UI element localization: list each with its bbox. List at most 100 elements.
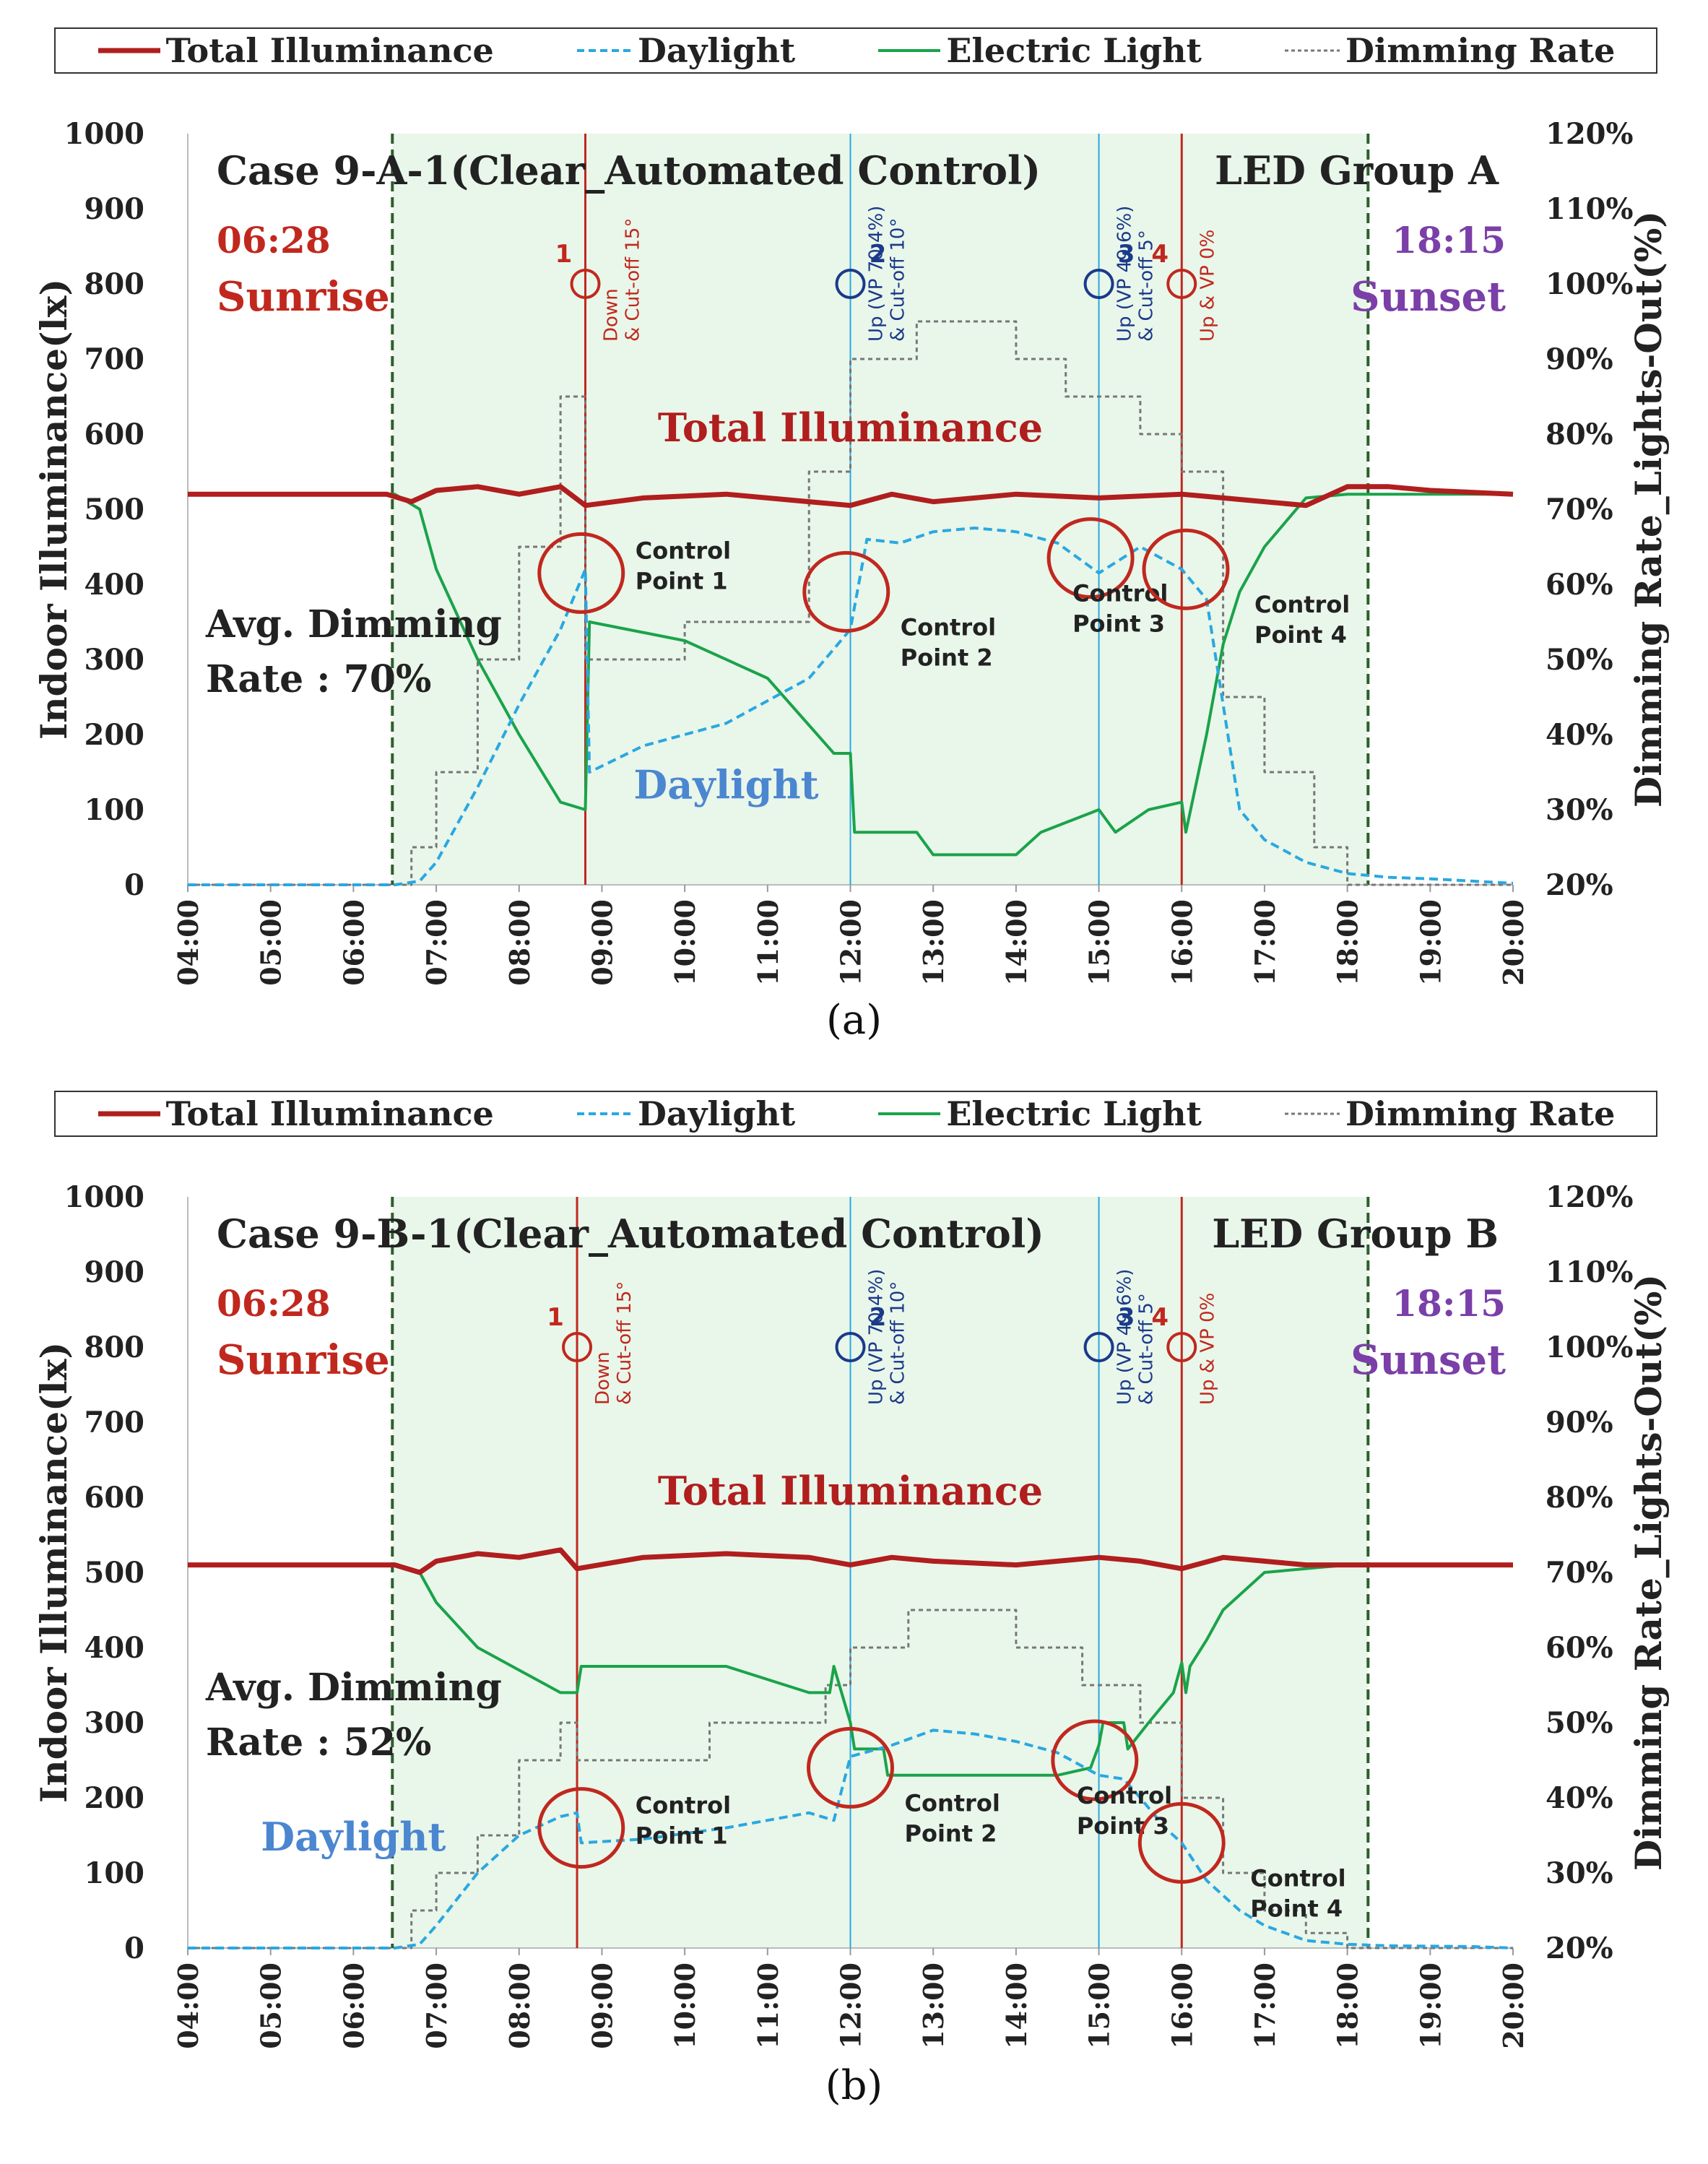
control-point-circle-2 xyxy=(807,1726,894,1809)
x-tick-label: 19:00 xyxy=(1414,899,1447,986)
marker-number-4: 4 xyxy=(1151,1303,1169,1332)
chart-a: 0100200300400500600700800900100020%30%40… xyxy=(32,117,1670,986)
marker-text-4: Up & VP 0% xyxy=(1197,1293,1218,1405)
x-tick-label: 14:00 xyxy=(1000,1962,1033,2049)
y2-tick-label: 20% xyxy=(1546,868,1613,902)
legend-total-label: Total Illuminance xyxy=(165,31,494,70)
y2-tick-label: 70% xyxy=(1546,1556,1613,1590)
marker-text-2: & Cut-off 10° xyxy=(888,218,909,342)
legend-dimming-label: Dimming Rate xyxy=(1345,31,1616,70)
legend-daylight: Daylight xyxy=(576,1094,795,1133)
x-tick-label: 19:00 xyxy=(1414,1962,1447,2049)
x-tick-label: 17:00 xyxy=(1249,1962,1281,2049)
y2-tick-label: 40% xyxy=(1546,1781,1613,1815)
marker-text-1: Down xyxy=(601,288,623,342)
y-tick-label: 200 xyxy=(84,718,145,752)
legend-dimming: Dimming Rate xyxy=(1283,1094,1615,1133)
control-point-label-1: Control xyxy=(636,537,731,564)
y2-tick-label: 70% xyxy=(1546,493,1613,527)
marker-circle-3 xyxy=(1083,1332,1114,1362)
y2-tick-label: 110% xyxy=(1546,1255,1634,1289)
y2-tick-label: 50% xyxy=(1546,1706,1613,1740)
control-point-label-2: Point 2 xyxy=(905,1819,997,1847)
chart-title: Case 9-B-1(Clear_Automated Control) xyxy=(217,1211,1044,1257)
y-tick-label: 1000 xyxy=(64,117,144,151)
y2-tick-label: 120% xyxy=(1546,117,1634,151)
control-point-label-2: Control xyxy=(901,613,996,641)
y2-axis-title: Dimming Rate_Lights-Out(%) xyxy=(1627,1274,1670,1871)
x-tick-label: 13:00 xyxy=(917,1962,950,2049)
legend-daylight-label: Daylight xyxy=(637,31,796,70)
y-tick-label: 1000 xyxy=(64,1180,144,1214)
x-tick-label: 07:00 xyxy=(420,899,453,986)
x-tick-label: 08:00 xyxy=(503,899,536,986)
control-point-label-1: Point 1 xyxy=(636,1822,728,1850)
x-tick-label: 09:00 xyxy=(586,899,618,986)
legend-dimming-swatch xyxy=(1284,1112,1340,1115)
marker-number-2: 2 xyxy=(870,240,887,269)
marker-number-2: 2 xyxy=(870,1303,887,1332)
control-point-circle-1 xyxy=(537,532,625,614)
y2-tick-label: 30% xyxy=(1546,793,1613,827)
marker-text-3: & Cut-off 5° xyxy=(1136,230,1158,342)
caption-a: (a) xyxy=(825,997,883,1044)
marker-number-1: 1 xyxy=(547,1303,564,1332)
y-tick-label: 800 xyxy=(84,267,145,301)
avg-dimming-line2: Rate : 70% xyxy=(206,657,431,701)
control-point-label-3: Point 3 xyxy=(1077,1812,1169,1840)
x-tick-label: 16:00 xyxy=(1166,1962,1198,2049)
total-illuminance-label: Total Illuminance xyxy=(658,1468,1043,1514)
x-tick-label: 10:00 xyxy=(669,1962,701,2049)
marker-circle-4 xyxy=(1166,1332,1197,1362)
control-point-label-4: Point 4 xyxy=(1254,621,1347,649)
daylight-label: Daylight xyxy=(633,761,818,808)
legend-dimming: Dimming Rate xyxy=(1283,31,1615,70)
y-tick-label: 0 xyxy=(124,868,144,902)
sunset-label: Sunset xyxy=(1351,273,1506,321)
caption-b: (b) xyxy=(825,2062,883,2109)
control-point-label-3: Control xyxy=(1077,1782,1172,1809)
x-tick-label: 15:00 xyxy=(1083,1962,1116,2049)
x-tick-label: 04:00 xyxy=(172,1962,204,2049)
y-tick-label: 800 xyxy=(84,1330,145,1364)
marker-number-4: 4 xyxy=(1151,240,1169,269)
total-illuminance-label: Total Illuminance xyxy=(658,404,1043,451)
avg-dimming-line1: Avg. Dimming xyxy=(205,602,502,646)
series-electric-light xyxy=(188,1563,1513,1777)
x-tick-label: 18:00 xyxy=(1332,899,1364,986)
marker-text-3: & Cut-off 5° xyxy=(1136,1293,1158,1405)
series-dimming-rate xyxy=(188,1609,1513,1949)
x-tick-label: 06:00 xyxy=(337,1962,370,2049)
legend-total: Total Illuminance xyxy=(97,1094,494,1133)
legend-dimming-label: Dimming Rate xyxy=(1345,1094,1616,1133)
sunset-time: 18:15 xyxy=(1392,219,1506,261)
marker-circle-2 xyxy=(835,269,866,299)
daytime-shade xyxy=(392,134,1369,885)
x-tick-label: 18:00 xyxy=(1332,1962,1364,2049)
group-label: LED Group A xyxy=(1215,147,1499,194)
legend-daylight-label: Daylight xyxy=(637,1094,796,1133)
y-tick-label: 700 xyxy=(84,342,145,376)
y-tick-label: 400 xyxy=(84,1631,145,1665)
x-tick-label: 07:00 xyxy=(420,1962,453,2049)
control-point-label-1: Control xyxy=(636,1792,731,1819)
y2-tick-label: 30% xyxy=(1546,1856,1613,1890)
legend-electric-label: Electric Light xyxy=(946,31,1202,70)
sunrise-time: 06:28 xyxy=(217,219,331,261)
legend-daylight-swatch xyxy=(576,1112,632,1115)
control-point-circle-3 xyxy=(1046,517,1135,600)
legend-daylight: Daylight xyxy=(576,31,795,70)
y2-tick-label: 80% xyxy=(1546,1481,1613,1515)
marker-text-4: Up & VP 0% xyxy=(1197,230,1218,342)
legend-total-swatch xyxy=(97,48,160,53)
y-tick-label: 700 xyxy=(84,1406,145,1440)
control-point-label-1: Point 1 xyxy=(636,567,728,594)
y2-tick-label: 90% xyxy=(1546,1406,1613,1440)
y2-tick-label: 60% xyxy=(1546,568,1613,602)
avg-dimming-line2: Rate : 52% xyxy=(206,1721,431,1765)
y-tick-label: 600 xyxy=(84,417,145,451)
y2-tick-label: 80% xyxy=(1546,417,1613,451)
chart-b: 0100200300400500600700800900100020%30%40… xyxy=(32,1180,1670,2049)
legend-electric: Electric Light xyxy=(877,31,1202,70)
series-total-illuminance xyxy=(188,1547,1513,1575)
